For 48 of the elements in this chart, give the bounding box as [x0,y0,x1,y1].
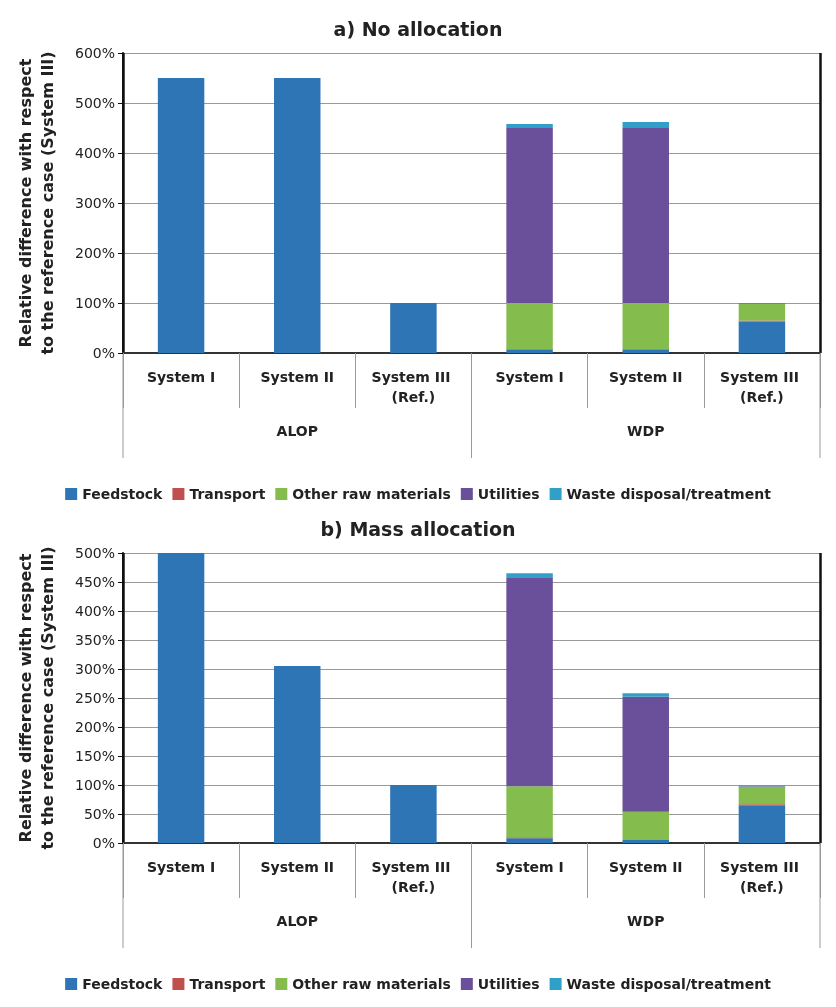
x-tick-label: System I [495,369,564,385]
x-tick-label: System III (Ref.) [720,369,804,405]
legend-label: Waste disposal/treatment [566,486,772,502]
x-tick-label: System III (Ref.) [371,369,456,405]
y-tick-label: 150% [74,748,115,764]
y-tick-label: 0% [92,835,115,851]
y-tick-label: 300% [74,661,115,677]
legend-label: Transport [189,486,266,502]
y-tick-label: 100% [74,295,115,311]
legend-label: Other raw materials [292,486,451,502]
x-tick-label: System II [260,369,335,385]
y-tick-label: 350% [74,632,115,648]
y-tick-label: 0% [92,345,115,361]
x-tick-label: System III (Ref.) [371,859,456,895]
y-tick-label: 200% [74,245,115,261]
x-tick-label: System I [146,369,216,385]
y-tick-label: 500% [74,95,115,111]
text: WDP [627,423,665,439]
y-tick-label: 250% [74,690,115,706]
legend-label: Transport [189,976,266,992]
y-tick-label: 600% [74,45,115,61]
text: WDP [627,913,665,929]
x-tick-label: System I [146,859,216,875]
x-tick-label: System III (Ref.) [720,859,804,895]
y-tick-label: 300% [74,195,115,211]
y-axis-title: Relative difference with respect to the reference case (System III) [15,51,57,355]
legend-label: Waste disposal/treatment [566,976,772,992]
legend-label: Utilities [477,486,540,502]
y-axis-title: Relative difference with respect to the reference case (System III) [15,546,57,850]
chart-title: b) Mass allocation [320,517,516,540]
x-tick-label: System II [608,859,683,875]
chart-title: a) No allocation [333,17,503,40]
legend-label: Feedstock [82,976,164,992]
y-tick-label: 200% [74,719,115,735]
legend-label: Utilities [477,976,540,992]
y-tick-label: 400% [74,603,115,619]
text: ALOP [276,913,318,929]
y-tick-label: 50% [83,806,115,822]
y-tick-label: 450% [74,574,115,590]
x-tick-label: System II [608,369,683,385]
x-tick-label: System I [495,859,564,875]
legend-label: Feedstock [82,486,164,502]
y-tick-label: 400% [74,145,115,161]
y-tick-label: 500% [74,545,115,561]
text: ALOP [276,423,318,439]
y-tick-label: 100% [74,777,115,793]
legend-label: Other raw materials [292,976,451,992]
x-tick-label: System II [260,859,335,875]
